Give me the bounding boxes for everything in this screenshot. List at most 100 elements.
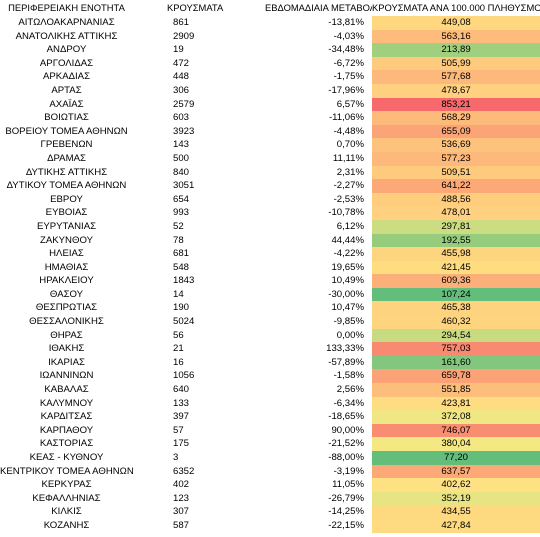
- cell-region: ΖΑΚΥΝΘΟΥ: [40, 234, 93, 246]
- cell-region: ΕΒΡΟΥ: [50, 193, 83, 205]
- cell-per-100k: 161,60: [372, 355, 540, 370]
- cell-weekly-change: -14,25%: [328, 506, 364, 518]
- cell-region: ΚΕΝΤΡΙΚΟΥ ΤΟΜΕΑ ΑΘΗΝΩΝ: [0, 465, 133, 477]
- cell-weekly-change: 6,12%: [336, 220, 364, 232]
- cell-cases: 52: [173, 220, 184, 232]
- cell-weekly-change: -9,85%: [333, 316, 364, 328]
- cell-weekly-change: 133,33%: [326, 343, 364, 355]
- cell-per-100k: 380,04: [372, 437, 540, 451]
- header-region: ΠΕΡΙΦΕΡΕΙΑΚΗ ΕΝΟΤΗΤΑ: [8, 2, 125, 13]
- table-row: ΓΡΕΒΕΝΩΝ 143 0,70% 536,69: [0, 138, 540, 152]
- cell-weekly-change: 2,31%: [336, 166, 364, 178]
- cell-region: ΑΡΚΑΔΙΑΣ: [43, 71, 90, 83]
- cell-per-100k: 641,22: [372, 179, 540, 193]
- cell-region: ΕΥΡΥΤΑΝΙΑΣ: [36, 220, 97, 232]
- cell-cases: 681: [173, 248, 190, 260]
- table-row: ΘΕΣΣΑΛΟΝΙΚΗΣ 5024 -9,85% 460,32: [0, 315, 540, 329]
- cell-region: ΚΙΛΚΙΣ: [51, 506, 82, 518]
- table-row: ΚΑΣΤΟΡΙΑΣ 175 -21,52% 380,04: [0, 437, 540, 451]
- cell-per-100k: 107,24: [372, 287, 540, 302]
- cell-per-100k: 421,45: [372, 260, 540, 275]
- table-row: ΚΙΛΚΙΣ 307 -14,25% 434,55: [0, 505, 540, 519]
- header-weekly-change: ΕΒΔΟΜΑΔΙΑΙΑ ΜΕΤΑΒΟΛΗ: [265, 2, 372, 13]
- cell-region: ΔΥΤΙΚΟΥ ΤΟΜΕΑ ΑΘΗΝΩΝ: [6, 180, 127, 192]
- cell-weekly-change: -18,65%: [328, 411, 364, 423]
- cell-cases: 448: [173, 71, 190, 83]
- cell-weekly-change: -6,72%: [333, 57, 364, 69]
- cell-cases: 3923: [173, 125, 195, 137]
- cell-region: ΒΟΙΩΤΙΑΣ: [44, 112, 89, 124]
- table-row: ΚΕΦΑΛΛΗΝΙΑΣ 123 -26,79% 352,19: [0, 491, 540, 506]
- table-row: ΔΡΑΜΑΣ 500 11,11% 577,23: [0, 151, 540, 166]
- cell-cases: 640: [173, 384, 190, 396]
- cell-region: ΔΥΤΙΚΗΣ ΑΤΤΙΚΗΣ: [25, 166, 108, 178]
- table-row: ΒΟΡΕΙΟΥ ΤΟΜΕΑ ΑΘΗΝΩΝ 3923 -4,48% 655,09: [0, 124, 540, 139]
- cell-cases: 654: [173, 193, 190, 205]
- cell-cases: 3051: [173, 180, 195, 192]
- cell-region: ΑΡΤΑΣ: [51, 84, 82, 96]
- cell-per-100k: 551,85: [372, 383, 540, 397]
- cell-weekly-change: -10,78%: [328, 207, 364, 219]
- cell-cases: 14: [173, 288, 184, 300]
- cell-region: ΘΗΡΑΣ: [50, 329, 83, 341]
- cell-per-100k: 213,89: [372, 43, 540, 57]
- cell-cases: 1056: [173, 370, 195, 382]
- table-row: ΘΗΡΑΣ 56 0,00% 294,54: [0, 328, 540, 343]
- cell-per-100k: 77,20: [372, 451, 540, 465]
- table-row: ΚΕΝΤΡΙΚΟΥ ΤΟΜΕΑ ΑΘΗΝΩΝ 6352 -3,19% 637,57: [0, 464, 540, 479]
- cell-weekly-change: -3,19%: [333, 465, 364, 477]
- cell-region: ΗΛΕΙΑΣ: [49, 248, 84, 260]
- table-row: ΘΕΣΠΡΩΤΙΑΣ 190 10,47% 465,38: [0, 301, 540, 316]
- cell-weekly-change: 6,57%: [336, 98, 364, 110]
- cell-cases: 2579: [173, 98, 195, 110]
- cell-region: ΘΕΣΣΑΛΟΝΙΚΗΣ: [29, 316, 104, 328]
- table-row: ΕΥΡΥΤΑΝΙΑΣ 52 6,12% 297,81: [0, 219, 540, 234]
- table-row: ΚΑΛΥΜΝΟΥ 133 -6,34% 423,81: [0, 396, 540, 411]
- table-row: ΗΡΑΚΛΕΙΟΥ 1843 10,49% 609,36: [0, 274, 540, 288]
- cell-per-100k: 427,84: [372, 518, 540, 533]
- cell-cases: 21: [173, 343, 184, 355]
- cell-region: ΕΥΒΟΙΑΣ: [45, 207, 88, 219]
- table-row: ΑΧΑΪΑΣ 2579 6,57% 853,21: [0, 97, 540, 112]
- cell-cases: 57: [173, 424, 184, 436]
- cell-per-100k: 478,01: [372, 206, 540, 220]
- table-row: ΚΑΒΑΛΑΣ 640 2,56% 551,85: [0, 383, 540, 397]
- cell-region: ΚΑΒΑΛΑΣ: [44, 384, 89, 396]
- cell-per-100k: 455,98: [372, 247, 540, 261]
- cell-region: ΘΑΣΟΥ: [49, 288, 84, 300]
- cell-weekly-change: -11,06%: [328, 112, 364, 124]
- cell-cases: 6352: [173, 465, 195, 477]
- cell-cases: 133: [173, 397, 190, 409]
- cell-per-100k: 352,19: [372, 491, 540, 506]
- cell-cases: 548: [173, 261, 190, 273]
- cell-region: ΓΡΕΒΕΝΩΝ: [40, 139, 93, 151]
- cell-weekly-change: 0,00%: [336, 329, 364, 341]
- table-row: ΗΜΑΘΙΑΣ 548 19,65% 421,45: [0, 260, 540, 275]
- table-row: ΑΙΤΩΛΟΑΚΑΡΝΑΝΙΑΣ 861 -13,81% 449,08: [0, 16, 540, 30]
- cell-weekly-change: 10,47%: [331, 302, 364, 314]
- cell-region: ΚΑΛΥΜΝΟΥ: [39, 397, 94, 409]
- cell-region: ΚΑΡΔΙΤΣΑΣ: [40, 411, 93, 423]
- table-row: ΕΒΡΟΥ 654 -2,53% 488,56: [0, 192, 540, 207]
- cell-cases: 19: [173, 44, 184, 56]
- cell-weekly-change: -34,48%: [328, 44, 364, 56]
- cell-region: ΚΑΡΠΑΘΟΥ: [39, 424, 94, 436]
- cell-weekly-change: 11,05%: [332, 479, 364, 491]
- table-row: ΙΘΑΚΗΣ 21 133,33% 757,03: [0, 342, 540, 356]
- cell-weekly-change: -13,81%: [328, 17, 364, 28]
- cell-cases: 306: [173, 84, 190, 96]
- cell-per-100k: 746,07: [372, 423, 540, 438]
- table-row: ΚΑΡΠΑΘΟΥ 57 90,00% 746,07: [0, 423, 540, 438]
- cell-cases: 123: [173, 492, 190, 504]
- cell-region: ΚΕΦΑΛΛΗΝΙΑΣ: [32, 492, 101, 504]
- cell-weekly-change: -88,00%: [328, 452, 364, 463]
- cell-cases: 993: [173, 207, 190, 219]
- header-cases: ΚΡΟΥΣΜΑΤΑ: [167, 2, 224, 13]
- cell-cases: 840: [173, 166, 190, 178]
- cell-weekly-change: -4,48%: [333, 125, 364, 137]
- table-row: ΙΩΑΝΝΙΝΩΝ 1056 -1,58% 659,78: [0, 369, 540, 384]
- cell-weekly-change: -21,52%: [328, 438, 364, 450]
- cell-cases: 56: [173, 329, 184, 341]
- cell-weekly-change: -30,00%: [328, 288, 364, 300]
- cell-weekly-change: -4,03%: [333, 30, 364, 42]
